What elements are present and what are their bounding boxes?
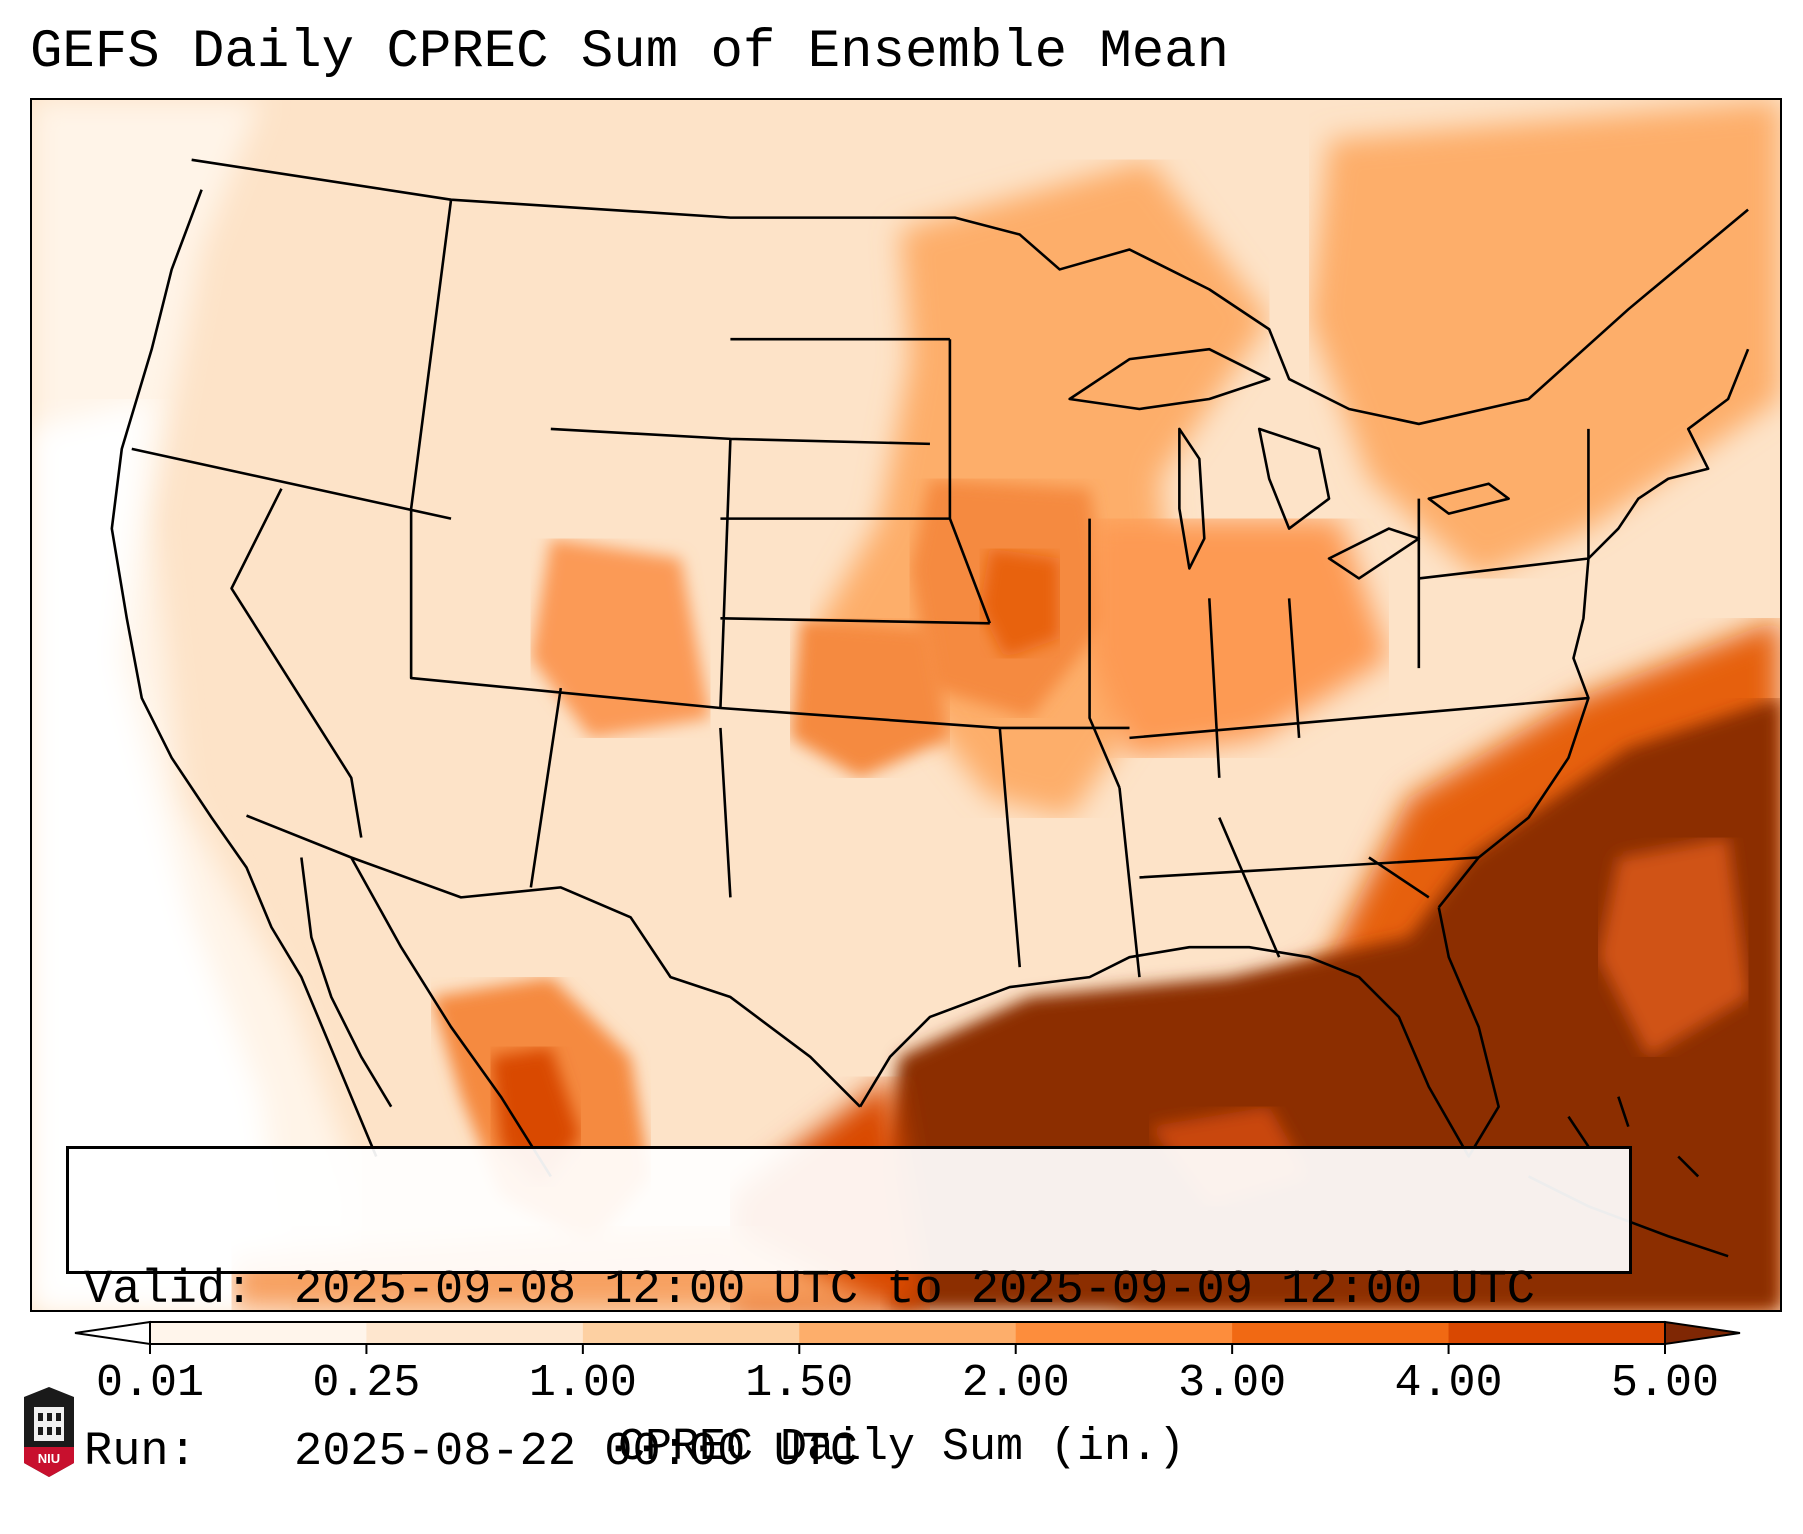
colorbar-tick-label: 1.00	[528, 1358, 637, 1409]
map-canvas	[32, 100, 1780, 1310]
colorbar-tick-label: 2.00	[961, 1358, 1070, 1409]
run-time: 2025-08-22 00:00 UTC	[294, 1426, 859, 1479]
field-northeast	[1309, 100, 1780, 579]
mexico-west-coast	[350, 856, 552, 1178]
colorbar-label: CPREC Daily Sum (in.)	[617, 1422, 1186, 1473]
field-colorado	[530, 538, 711, 738]
chart-title: GEFS Daily CPREC Sum of Ensemble Mean	[30, 22, 1229, 83]
field-atlantic-patch	[1598, 837, 1749, 1057]
lake-ontario	[1427, 482, 1510, 515]
colorbar-tick-label: 5.00	[1610, 1358, 1720, 1409]
colorbar-tick-label: 0.25	[312, 1358, 421, 1409]
field-iowa-peak	[979, 548, 1060, 659]
colorbar-tick-label: 1.50	[745, 1358, 854, 1409]
validity-info-box: Valid: 2025-09-08 12:00 UTC to 2025-09-09…	[66, 1146, 1632, 1479]
field-pacific-white	[32, 399, 292, 1310]
colorbar-segment	[1448, 1322, 1666, 1344]
niu-logo-text: NIU	[38, 1451, 60, 1466]
lake-erie	[1327, 527, 1421, 580]
boundaries	[110, 158, 1750, 1258]
bahamas	[1567, 1096, 1700, 1178]
colorbar-segments	[74, 1320, 1741, 1346]
niu-logo-icon: NIU	[24, 1387, 74, 1477]
precipitation-map	[30, 98, 1782, 1312]
lake-huron	[1257, 427, 1331, 530]
colorbar-segment	[1232, 1322, 1450, 1344]
colorbar-segment	[366, 1322, 584, 1344]
state-lines	[131, 199, 1590, 978]
colorbar-segment	[1015, 1322, 1233, 1344]
valid-label: Valid:	[84, 1264, 254, 1317]
colorbar-tick-marks	[149, 1344, 1666, 1354]
canada-border	[191, 158, 1749, 426]
valid-row: Valid: 2025-09-08 12:00 UTC to 2025-09-09…	[84, 1264, 1629, 1318]
colorbar-segment	[799, 1322, 1017, 1344]
lake-superior	[1068, 347, 1271, 411]
colorbar-tick-label: 3.00	[1178, 1358, 1287, 1409]
colorbar-outline	[149, 1321, 1666, 1345]
colorbar-tick-label: 0.01	[95, 1358, 205, 1409]
field-kansas	[790, 618, 950, 778]
colorbar-over-arrow	[1664, 1320, 1741, 1346]
colorbar-tick-labels: 0.01 0.25 1.00 1.50 2.00 3.00 4.00 5.00	[0, 1358, 1803, 1409]
run-row: Run: 2025-08-22 00:00 UTC	[84, 1426, 1629, 1480]
lake-michigan	[1178, 427, 1206, 570]
field-ohio-valley	[1089, 518, 1389, 758]
colorbar-segment	[150, 1322, 367, 1344]
colorbar-under-arrow	[74, 1320, 151, 1346]
baja	[300, 857, 393, 1108]
run-label: Run:	[84, 1426, 197, 1479]
valid-time: 2025-09-08 12:00 UTC to 2025-09-09 12:00…	[294, 1264, 1536, 1317]
west-coast	[110, 189, 378, 1158]
colorbar	[74, 1320, 1741, 1354]
us-mexico-border	[246, 814, 862, 1108]
colorbar-segment	[582, 1322, 800, 1344]
colorbar-tick-label: 4.00	[1394, 1358, 1503, 1409]
gulf-coast	[858, 907, 1500, 1158]
